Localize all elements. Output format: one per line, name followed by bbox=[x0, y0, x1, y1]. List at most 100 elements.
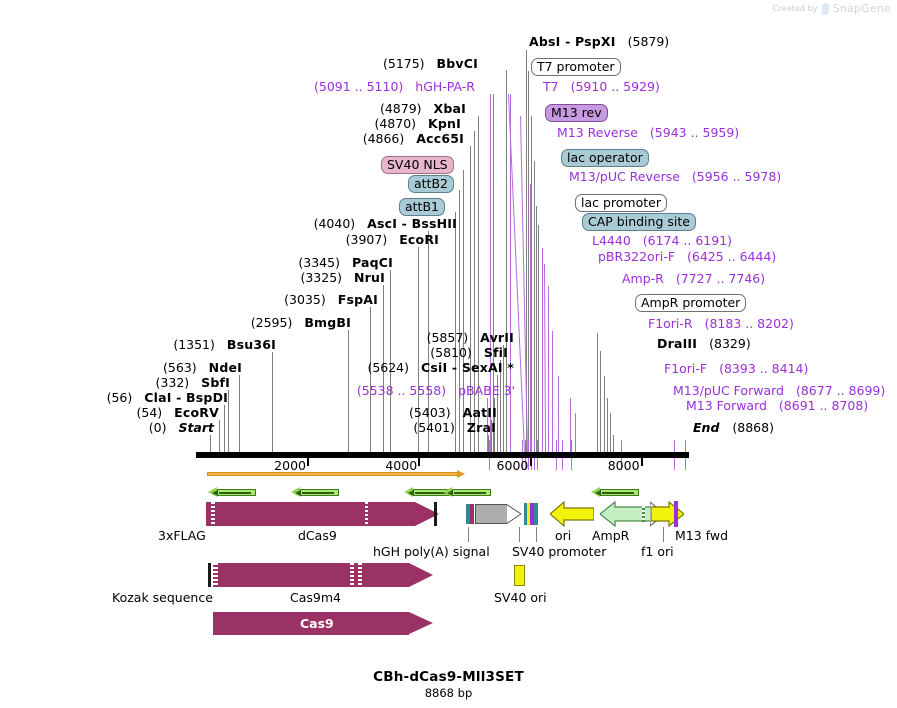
green-primer-arrow[interactable] bbox=[208, 487, 256, 498]
label-start[interactable]: (0) Start bbox=[149, 421, 214, 434]
label-fspai[interactable]: (3035) FspAI bbox=[284, 293, 378, 306]
label-clai-bspdi[interactable]: (56) ClaI - BspDI bbox=[107, 391, 228, 404]
label-leader-line bbox=[604, 376, 605, 452]
label-amp-r-primer[interactable]: Amp-R (7727 .. 7746) bbox=[622, 272, 765, 285]
enzyme-name: NdeI bbox=[208, 360, 242, 375]
enzyme-position: (3345) bbox=[298, 255, 340, 270]
feature-terminator-bar[interactable] bbox=[434, 502, 437, 526]
feature-ori-arrow[interactable] bbox=[549, 500, 595, 528]
ruler-tick-label: 2000 bbox=[274, 458, 306, 473]
label-avrii[interactable]: (5857) AvrII bbox=[427, 331, 514, 344]
label-ecori[interactable]: (3907) EcoRI bbox=[346, 233, 439, 246]
label-nrui[interactable]: (3325) NruI bbox=[300, 271, 385, 284]
label-m13-reverse-primer[interactable]: M13 Reverse (5943 .. 5959) bbox=[557, 126, 739, 139]
label-attb1[interactable]: attB1 bbox=[399, 196, 445, 216]
orange-primer-arrow[interactable] bbox=[207, 470, 465, 478]
enzyme-position: (5624) bbox=[367, 360, 410, 375]
label-t7-promoter[interactable]: T7 promoter bbox=[531, 56, 621, 76]
enzyme-position: (5175) bbox=[382, 56, 425, 71]
enzyme-position: (0) bbox=[148, 420, 167, 435]
primer-range: (8393 .. 8414) bbox=[719, 361, 809, 376]
label-f1ori-r-primer[interactable]: F1ori-R (8183 .. 8202) bbox=[648, 317, 794, 330]
primer-name: M13 Forward bbox=[686, 398, 767, 413]
primer-range: (6425 .. 6444) bbox=[687, 249, 777, 264]
label-m13-puc-reverse-primer[interactable]: M13/pUC Reverse (5956 .. 5978) bbox=[569, 170, 781, 183]
enzyme-position: (5810) bbox=[430, 345, 472, 360]
primer-range: (5091 .. 5110) bbox=[314, 79, 404, 94]
label-leader-line bbox=[552, 331, 553, 452]
label-lac-operator[interactable]: lac operator bbox=[561, 147, 649, 167]
label-ecorv[interactable]: (54) EcoRV bbox=[137, 406, 220, 419]
label-leader-line bbox=[470, 146, 471, 452]
feature-hgh-polya-block[interactable] bbox=[466, 504, 470, 524]
label-pbr322ori-f-primer[interactable]: pBR322ori-F (6425 .. 6444) bbox=[598, 250, 776, 263]
ruler-tick bbox=[418, 458, 421, 466]
label-hgh-pa-r-primer[interactable]: (5091 .. 5110) hGH-PA-R bbox=[314, 80, 475, 93]
label-leader-line bbox=[607, 398, 608, 452]
feature-3xflag-stripe[interactable] bbox=[211, 502, 215, 526]
primer-name: pBABE 3' bbox=[458, 383, 515, 398]
feature-f1ori-yellow-arrow[interactable] bbox=[650, 500, 685, 528]
label-ndei[interactable]: (563) NdeI bbox=[163, 361, 242, 374]
feature-dcas9-arrow[interactable] bbox=[215, 502, 439, 526]
label-draiii[interactable]: DraIII (8329) bbox=[657, 337, 751, 350]
feature-sv40-ori-stripe-yellow[interactable] bbox=[527, 503, 530, 525]
label-cap-binding-site[interactable]: CAP binding site bbox=[582, 211, 696, 231]
label-t7-primer[interactable]: T7 (5910 .. 5929) bbox=[543, 80, 660, 93]
feature-hgh-polya-block2[interactable] bbox=[470, 504, 474, 524]
feature-box-label: M13 rev bbox=[545, 104, 608, 122]
label-pbabe3-primer[interactable]: (5538 .. 5558) pBABE 3' bbox=[357, 384, 515, 397]
label-bsu36i[interactable]: (1351) Bsu36I bbox=[173, 338, 276, 351]
label-lac-promoter[interactable]: lac promoter bbox=[575, 192, 667, 212]
label-xbai[interactable]: (4879) XbaI bbox=[380, 102, 466, 115]
feature-sv40-ori-stripe-teal[interactable] bbox=[534, 503, 538, 525]
label-absi-pspxi[interactable]: AbsI - PspXI (5879) bbox=[529, 35, 669, 48]
label-f1ori-f-primer[interactable]: F1ori-F (8393 .. 8414) bbox=[664, 362, 808, 375]
green-primer-arrow[interactable] bbox=[591, 487, 639, 498]
label-leader-line bbox=[488, 435, 489, 452]
label-kpni[interactable]: (4870) KpnI bbox=[374, 117, 461, 130]
feature-3xflag-bar[interactable] bbox=[206, 502, 211, 526]
label-leader-line bbox=[613, 435, 614, 452]
enzyme-position: (2595) bbox=[250, 315, 293, 330]
label-sbfi[interactable]: (332) SbfI bbox=[156, 376, 230, 389]
enzyme-position: (54) bbox=[136, 405, 163, 420]
enzyme-position: (4866) bbox=[362, 131, 405, 146]
label-sfii[interactable]: (5810) SfiI bbox=[430, 346, 508, 359]
feature-m13-fwd-bar[interactable] bbox=[674, 501, 678, 527]
label-bmgbi[interactable]: (2595) BmgBI bbox=[251, 316, 351, 329]
label-end[interactable]: End (8868) bbox=[693, 421, 774, 434]
label-ampr-promoter[interactable]: AmpR promoter bbox=[635, 292, 747, 312]
label-asci-bsshii[interactable]: (4040) AscI - BssHII bbox=[314, 217, 457, 230]
primer-range: (7727 .. 7746) bbox=[675, 271, 766, 286]
enzyme-name: AbsI - PspXI bbox=[529, 34, 616, 49]
enzyme-position: (563) bbox=[163, 360, 197, 375]
feature-sv40-ori-stripe[interactable] bbox=[524, 503, 527, 525]
feature-cas9-arrow[interactable] bbox=[213, 612, 433, 635]
label-csii-sexai[interactable]: (5624) CsiI - SexAI * bbox=[367, 361, 514, 374]
label-m13-forward-primer[interactable]: M13 Forward (8691 .. 8708) bbox=[686, 399, 868, 412]
green-primer-arrow[interactable] bbox=[291, 487, 339, 498]
label-paqci[interactable]: (3345) PaqCI bbox=[298, 256, 393, 269]
feature-cas9m4-arrow[interactable] bbox=[213, 563, 433, 587]
feature-sv40-ori-block[interactable] bbox=[514, 565, 525, 586]
label-aatii[interactable]: (5403) AatII bbox=[409, 406, 497, 419]
label-leader-line bbox=[506, 70, 507, 452]
label-bbvci[interactable]: (5175) BbvCI bbox=[383, 57, 478, 70]
plasmid-length: 8868 bp bbox=[424, 686, 473, 700]
label-m13-puc-forward-primer[interactable]: M13/pUC Forward (8677 .. 8699) bbox=[673, 384, 885, 397]
label-leader-line bbox=[497, 375, 498, 452]
label-sv40-nls[interactable]: SV40 NLS bbox=[381, 154, 454, 174]
label-l4440-primer[interactable]: L4440 (6174 .. 6191) bbox=[592, 234, 732, 247]
enzyme-name: ClaI - BspDI bbox=[144, 390, 228, 405]
label-attb2[interactable]: attB2 bbox=[408, 173, 454, 193]
feature-sv40-ori-stripe-purple[interactable] bbox=[530, 503, 534, 525]
label-leader-line bbox=[526, 50, 527, 452]
label-zrai[interactable]: (5401) ZraI bbox=[413, 421, 496, 434]
watermark-prefix: Created by bbox=[772, 4, 818, 13]
feature-sv40-promoter-arrow[interactable] bbox=[475, 504, 522, 524]
green-primer-arrow[interactable] bbox=[443, 487, 491, 498]
label-acc65i[interactable]: (4866) Acc65I bbox=[363, 132, 464, 145]
label-m13-rev[interactable]: M13 rev bbox=[545, 102, 608, 122]
feature-kozak-bar[interactable] bbox=[208, 563, 211, 587]
